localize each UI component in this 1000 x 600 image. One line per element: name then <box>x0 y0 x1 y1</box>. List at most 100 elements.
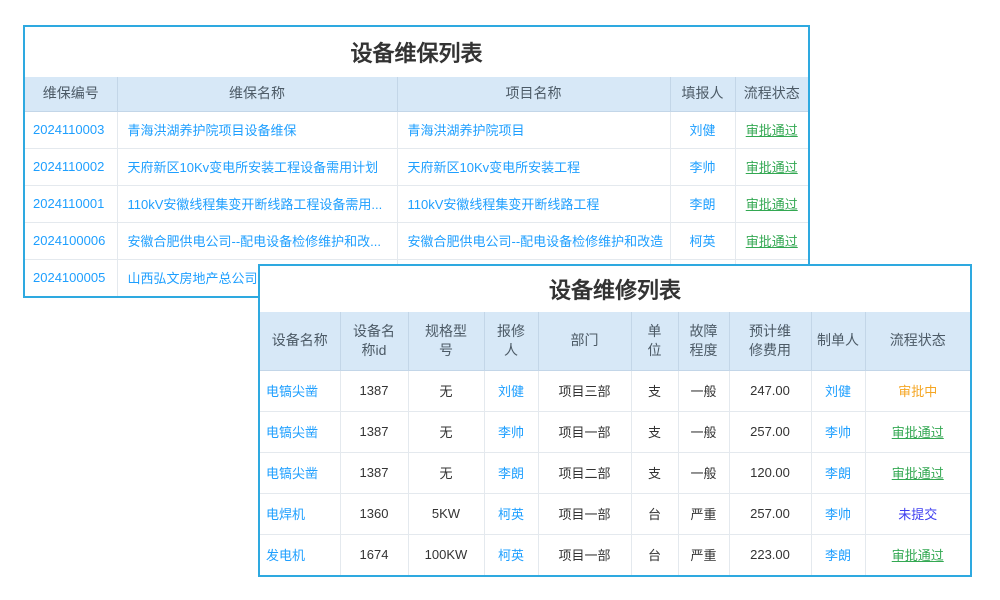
col-header-reporter: 填报人 <box>669 77 735 112</box>
cell-reporter[interactable]: 刘健 <box>669 111 735 149</box>
cell-reporter[interactable]: 李朗 <box>669 185 735 223</box>
maintenance-table: 维保编号 维保名称 项目名称 填报人 流程状态 2024110003 青海洪湖养护… <box>25 77 808 296</box>
cell-status[interactable]: 审批通过 <box>734 222 808 260</box>
col-header-status: 流程状态 <box>734 77 808 112</box>
maintenance-table-row: 2024110002 天府新区10Kv变电所安装工程设备需用计划 天府新区10Kv变… <box>25 148 808 186</box>
cell-estimated-cost: 120.00 <box>728 452 811 494</box>
cell-estimated-cost: 257.00 <box>728 411 811 453</box>
cell-project-name[interactable]: 110kV安徽线程集变开断线路工程 <box>396 185 670 223</box>
col-header-device-id: 设备名 称id <box>339 312 408 371</box>
maintenance-list-panel: 设备维保列表 维保编号 维保名称 项目名称 填报人 流程状态 202411000… <box>23 25 810 298</box>
cell-spec-model: 100KW <box>407 534 484 575</box>
cell-status[interactable]: 审批通过 <box>734 185 808 223</box>
cell-flow-status[interactable]: 审批通过 <box>864 452 970 494</box>
col-header-spec-model: 规格型 号 <box>407 312 484 371</box>
repair-list-panel: 设备维修列表 设备名称 设备名 称id 规格型 号 报修 人 部门 单 位 故障… <box>258 264 972 577</box>
cell-creator[interactable]: 李朗 <box>810 534 865 575</box>
cell-device-name[interactable]: 电镐尖凿 <box>260 370 340 412</box>
cell-repair-reporter[interactable]: 李朗 <box>483 452 538 494</box>
cell-department: 项目一部 <box>537 411 631 453</box>
cell-severity: 严重 <box>677 534 729 575</box>
cell-device-name[interactable]: 发电机 <box>266 548 306 564</box>
repair-table-row: 电镐尖凿 1387 无李帅 项目一部支一般 257.00 李帅 审批通过 <box>260 411 970 453</box>
cell-repair-reporter[interactable]: 柯英 <box>483 534 538 575</box>
cell-flow-status[interactable]: 审批通过 <box>864 411 970 453</box>
col-header-unit: 单 位 <box>630 312 678 371</box>
cell-status[interactable]: 审批通过 <box>734 111 808 149</box>
cell-maint-name[interactable]: 110kV安徽线程集变开断线路工程设备需用... <box>116 185 397 223</box>
maintenance-table-row: 2024110003 青海洪湖养护院项目设备维保 青海洪湖养护院项目 刘健 审批通过 <box>25 111 808 149</box>
col-header-maint-id: 维保编号 <box>25 77 117 112</box>
cell-device-id: 1387 <box>339 411 408 453</box>
cell-maint-name[interactable]: 青海洪湖养护院项目设备维保 <box>116 111 397 149</box>
repair-table: 设备名称 设备名 称id 规格型 号 报修 人 部门 单 位 故障 程度 预计维… <box>260 312 970 575</box>
cell-device-name[interactable]: 电镐尖凿 <box>260 411 340 453</box>
cell-reporter[interactable]: 柯英 <box>669 222 735 260</box>
cell-maint-id[interactable]: 2024110003 <box>25 111 117 149</box>
col-header-estimated-cost: 预计维 修费用 <box>728 312 811 371</box>
cell-creator[interactable]: 李帅 <box>810 493 865 535</box>
cell-department: 项目一部 <box>537 493 631 535</box>
col-header-device-name: 设备名称 <box>260 312 340 371</box>
maintenance-table-row: 2024100006 安徽合肥供电公司--配电设备检修维护和改... 安徽合肥供电公… <box>25 222 808 260</box>
cell-department: 项目三部 <box>537 370 631 412</box>
cell-creator[interactable]: 李帅 <box>810 411 865 453</box>
cell-maint-name[interactable]: 安徽合肥供电公司--配电设备检修维护和改... <box>116 222 397 260</box>
cell-spec-model: 无 <box>407 370 484 412</box>
cell-creator[interactable]: 刘健 <box>810 370 865 412</box>
cell-estimated-cost: 223.00 <box>728 534 811 575</box>
repair-list-title: 设备维修列表 <box>260 266 970 312</box>
col-header-department: 部门 <box>537 312 631 371</box>
cell-maint-id[interactable]: 2024100005 <box>33 270 106 286</box>
repair-table-row: 电镐尖凿 1387 无刘健 项目三部支一般 247.00 刘健 审批中 <box>260 370 970 412</box>
col-header-project-name: 项目名称 <box>396 77 670 112</box>
col-header-severity: 故障 程度 <box>677 312 729 371</box>
cell-device-id: 1387 <box>339 452 408 494</box>
cell-project-name[interactable]: 安徽合肥供电公司--配电设备检修维护和改造 <box>396 222 670 260</box>
cell-severity: 严重 <box>677 493 729 535</box>
cell-severity: 一般 <box>677 411 729 453</box>
cell-flow-status[interactable]: 未提交 <box>864 493 970 535</box>
col-header-creator: 制单人 <box>810 312 865 371</box>
col-header-repair-reporter: 报修 人 <box>483 312 538 371</box>
cell-flow-status[interactable]: 审批通过 <box>864 534 970 575</box>
cell-flow-status[interactable]: 审批中 <box>864 370 970 412</box>
cell-repair-reporter[interactable]: 柯英 <box>483 493 538 535</box>
cell-repair-reporter[interactable]: 李帅 <box>483 411 538 453</box>
maintenance-table-row: 2024110001 110kV安徽线程集变开断线路工程设备需用... 110kV安… <box>25 185 808 223</box>
cell-device-id: 1674 <box>339 534 408 575</box>
maintenance-header-row: 维保编号 维保名称 项目名称 填报人 流程状态 <box>25 77 808 112</box>
cell-spec-model: 无 <box>407 452 484 494</box>
cell-estimated-cost: 257.00 <box>728 493 811 535</box>
cell-unit: 支 <box>630 411 678 453</box>
cell-reporter[interactable]: 李帅 <box>669 148 735 186</box>
cell-unit: 支 <box>630 370 678 412</box>
repair-table-row: 电焊机 1360 5KW 柯英 项目一部台严重 257.00 李帅 未提交 <box>260 493 970 535</box>
cell-maint-id[interactable]: 2024110001 <box>25 185 117 223</box>
cell-severity: 一般 <box>677 370 729 412</box>
cell-unit: 台 <box>630 493 678 535</box>
cell-department: 项目一部 <box>537 534 631 575</box>
cell-project-name[interactable]: 青海洪湖养护院项目 <box>396 111 670 149</box>
cell-project-name[interactable]: 天府新区10Kv变电所安装工程 <box>396 148 670 186</box>
cell-estimated-cost: 247.00 <box>728 370 811 412</box>
cell-spec-model: 5KW <box>407 493 484 535</box>
cell-maint-id[interactable]: 2024100006 <box>25 222 117 260</box>
repair-header-row: 设备名称 设备名 称id 规格型 号 报修 人 部门 单 位 故障 程度 预计维… <box>260 312 970 371</box>
cell-maint-name[interactable]: 天府新区10Kv变电所安装工程设备需用计划 <box>116 148 397 186</box>
cell-department: 项目二部 <box>537 452 631 494</box>
repair-table-row: 发电机 1674 100KW 柯英 项目一部台严重 223.00 李朗 审批通过 <box>260 534 970 575</box>
cell-creator[interactable]: 李朗 <box>810 452 865 494</box>
cell-severity: 一般 <box>677 452 729 494</box>
repair-table-row: 电镐尖凿 1387 无李朗 项目二部支一般 120.00 李朗 审批通过 <box>260 452 970 494</box>
cell-device-id: 1387 <box>339 370 408 412</box>
cell-device-name[interactable]: 电镐尖凿 <box>260 452 340 494</box>
cell-unit: 台 <box>630 534 678 575</box>
col-header-flow-status: 流程状态 <box>864 312 970 371</box>
cell-repair-reporter[interactable]: 刘健 <box>483 370 538 412</box>
cell-device-name[interactable]: 电焊机 <box>260 493 340 535</box>
cell-maint-id[interactable]: 2024110002 <box>25 148 117 186</box>
cell-spec-model: 无 <box>407 411 484 453</box>
cell-unit: 支 <box>630 452 678 494</box>
cell-status[interactable]: 审批通过 <box>734 148 808 186</box>
